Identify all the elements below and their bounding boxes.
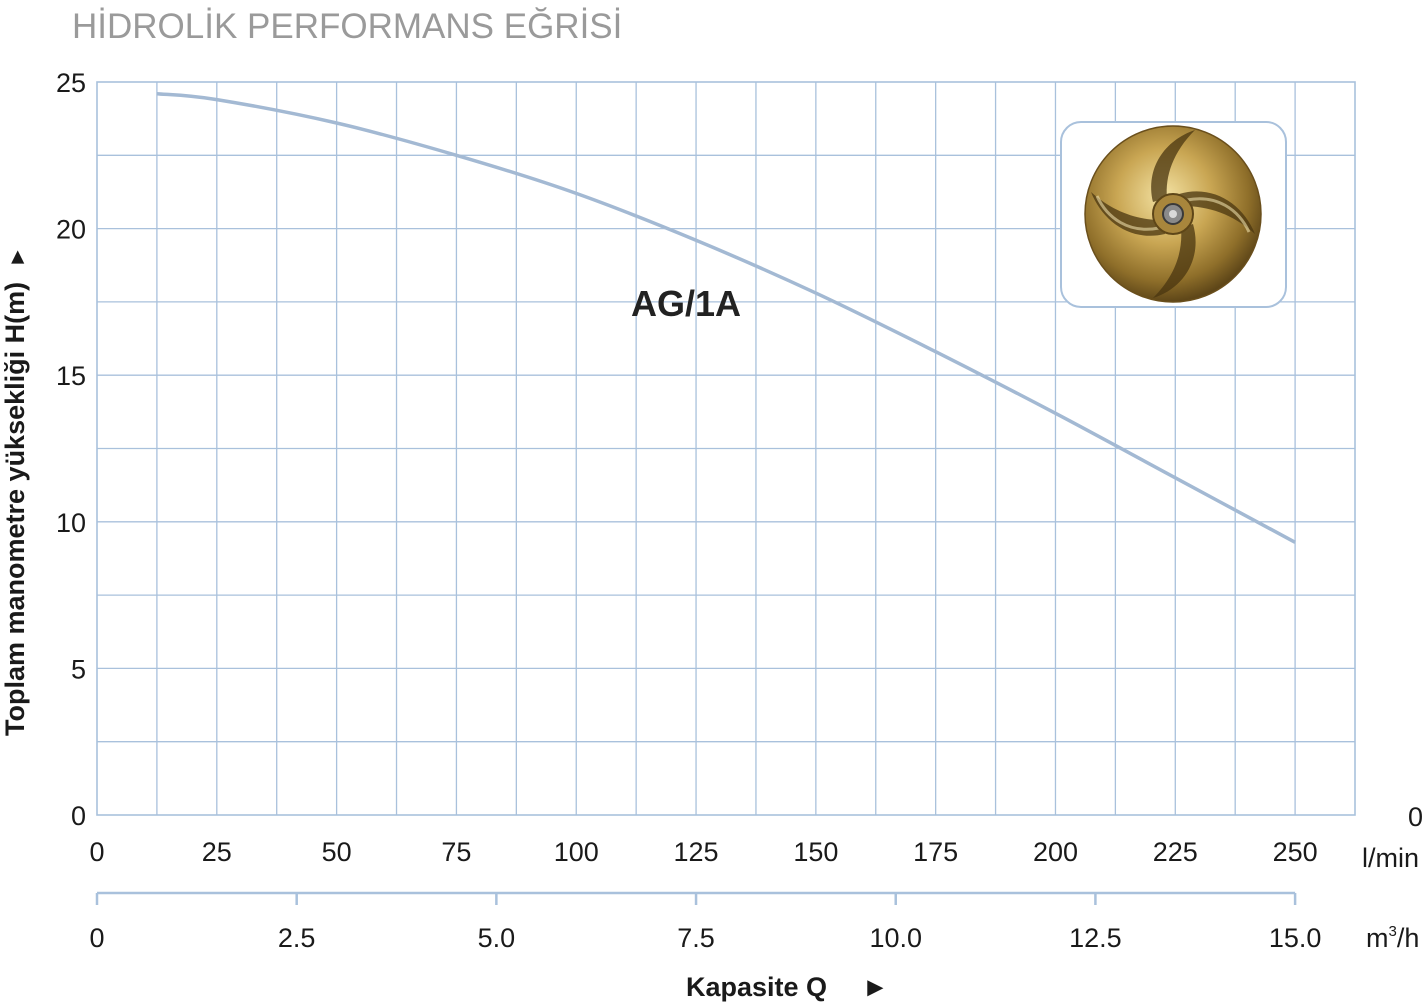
chart-title: HİDROLİK PERFORMANS EĞRİSİ [72, 7, 622, 46]
plot-frame [96, 81, 1356, 816]
x-axis-title-text: Kapasite Q [686, 972, 827, 1002]
x-tick-labels: 0 25 50 75 100 125 150 175 200 225 250 [89, 837, 1317, 867]
y-axis-arrow: ► [4, 246, 29, 268]
x-tick-label: 150 [793, 837, 838, 867]
y-axis-title: Toplam manometre yüksekliği H(m) ► [0, 246, 30, 736]
series-line-ag1a [156, 91, 1296, 544]
x-tick-label: 0 [89, 837, 104, 867]
y-tick-label: 10 [56, 508, 86, 538]
y-tick-label: 20 [56, 215, 86, 245]
x2-tick-label: 5.0 [478, 923, 516, 953]
x-tick-label: 200 [1033, 837, 1078, 867]
y-tick-label: 25 [56, 68, 86, 98]
x-tick-label: 175 [913, 837, 958, 867]
x-zero-right-label: 0 [1408, 802, 1423, 832]
svg-text:Toplam manometre yüksekliği H(: Toplam manometre yüksekliği H(m) ► [0, 246, 30, 736]
x-tick-label: 250 [1273, 837, 1318, 867]
impeller-image [1060, 121, 1287, 308]
x-tick-label: 125 [674, 837, 719, 867]
x2-tick-label: 7.5 [677, 923, 715, 953]
x-tick-label: 50 [322, 837, 352, 867]
x2-tick-label: 12.5 [1069, 923, 1122, 953]
y-axis-title-text: Toplam manometre yüksekliği H(m) [0, 282, 30, 736]
x-tick-label: 225 [1153, 837, 1198, 867]
secondary-x-axis: 0 2.5 5.0 7.5 10.0 12.5 15.0 [89, 891, 1322, 953]
brass-impeller-icon [1084, 125, 1262, 303]
y-tick-label: 0 [71, 801, 86, 831]
x-unit-label: l/min [1362, 843, 1419, 873]
series-label: AG/1A [631, 283, 741, 324]
x-axis-arrow: ► [862, 972, 889, 1002]
x2-tick-label: 0 [89, 923, 104, 953]
x2-tick-label: 15.0 [1269, 923, 1322, 953]
x-axis-title: Kapasite Q ► [686, 972, 889, 1002]
y-tick-label: 5 [71, 654, 86, 684]
x-tick-label: 100 [554, 837, 599, 867]
y-tick-label: 15 [56, 361, 86, 391]
x2-tick-label: 10.0 [869, 923, 922, 953]
y-tick-labels: 0 5 10 15 20 25 [56, 68, 86, 831]
x-tick-label: 25 [202, 837, 232, 867]
x2-unit-label: m3/h [1366, 923, 1419, 953]
x2-tick-label: 2.5 [278, 923, 316, 953]
x-tick-label: 75 [441, 837, 471, 867]
